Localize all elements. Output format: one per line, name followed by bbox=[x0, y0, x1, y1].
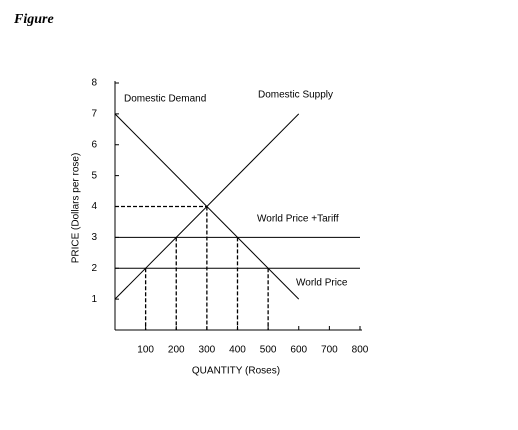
series-label: Domestic Demand bbox=[124, 94, 206, 105]
y-axis-title: PRICE (Dollars per rose) bbox=[71, 153, 82, 264]
x-tick-label: 100 bbox=[137, 345, 154, 356]
y-tick-label: 5 bbox=[91, 170, 97, 181]
y-tick-label: 4 bbox=[91, 201, 97, 212]
x-tick-label: 400 bbox=[229, 345, 246, 356]
series-label: World Price +Tariff bbox=[257, 214, 339, 225]
y-tick-label: 8 bbox=[91, 78, 97, 89]
x-tick-label: 500 bbox=[260, 345, 277, 356]
x-tick-label: 200 bbox=[168, 345, 185, 356]
x-tick-label: 300 bbox=[199, 345, 216, 356]
x-axis-title: QUANTITY (Roses) bbox=[192, 366, 280, 377]
series-label: Domestic Supply bbox=[258, 90, 333, 101]
y-tick-label: 2 bbox=[91, 263, 97, 274]
y-tick-label: 6 bbox=[91, 139, 97, 150]
x-tick-label: 700 bbox=[321, 345, 338, 356]
series-label: World Price bbox=[296, 278, 348, 289]
figure-title: Figure bbox=[13, 12, 54, 27]
x-tick-label: 600 bbox=[290, 345, 307, 356]
y-tick-label: 1 bbox=[91, 294, 97, 305]
y-tick-label: 7 bbox=[91, 109, 97, 120]
x-tick-label: 800 bbox=[352, 345, 369, 356]
y-tick-label: 3 bbox=[91, 232, 97, 243]
